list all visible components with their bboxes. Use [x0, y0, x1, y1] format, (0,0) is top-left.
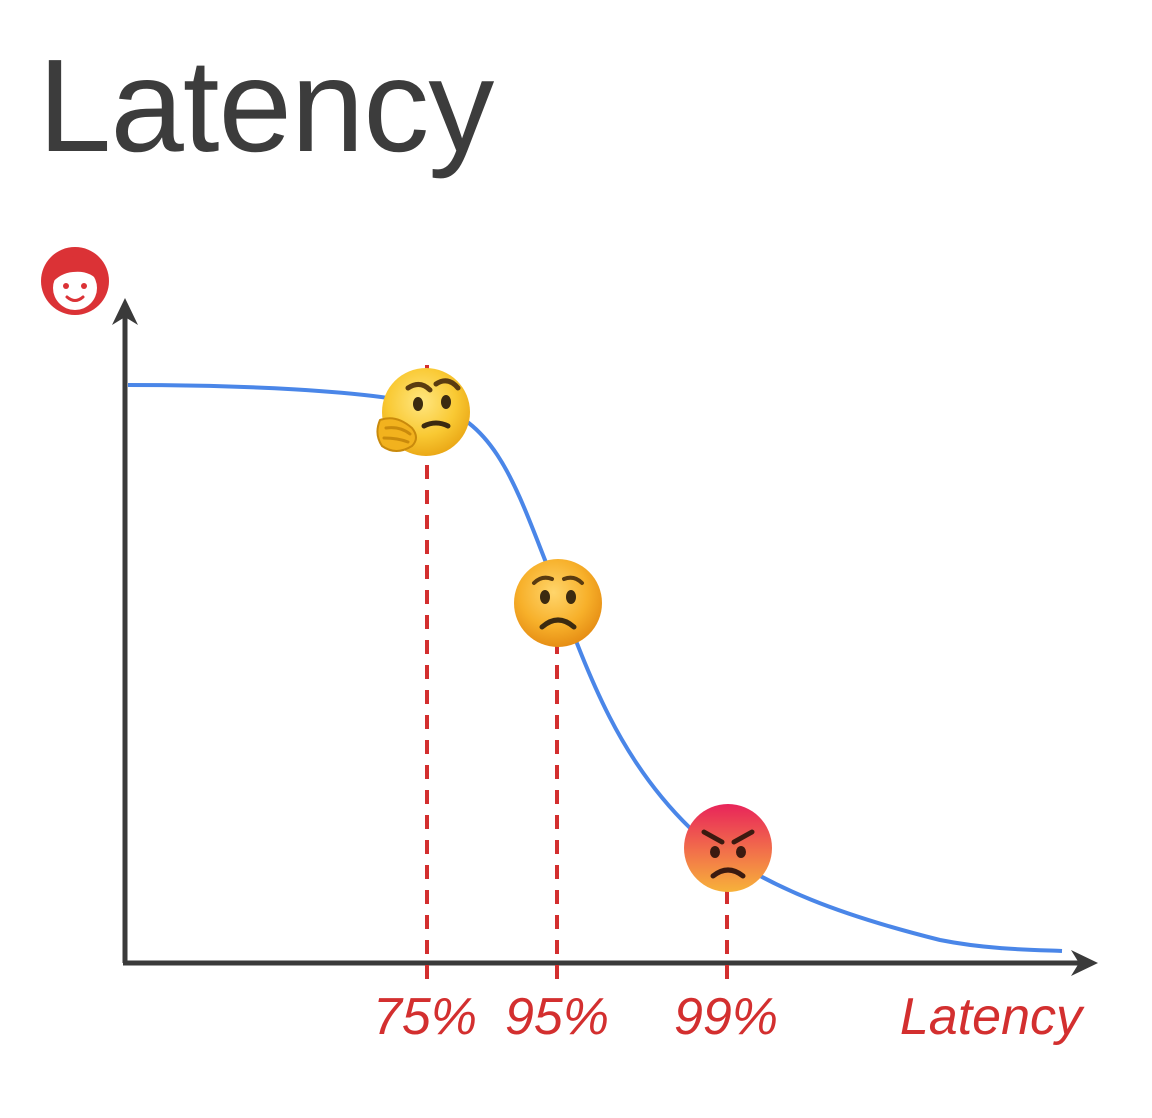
- x-axis: [123, 950, 1098, 976]
- angry-face-icon: [684, 804, 772, 892]
- happy-user-face-icon: [41, 247, 109, 315]
- thinking-face-icon: [376, 368, 470, 456]
- percentile-label-99: 99%: [674, 988, 778, 1046]
- worried-face-icon: [514, 559, 602, 647]
- page-title: Latency: [38, 32, 494, 179]
- x-axis-label: Latency: [900, 988, 1085, 1046]
- percentile-label-75: 75%: [373, 988, 477, 1046]
- y-axis: [112, 298, 138, 963]
- percentile-label-95: 95%: [505, 988, 609, 1046]
- satisfaction-curve: [127, 383, 1063, 953]
